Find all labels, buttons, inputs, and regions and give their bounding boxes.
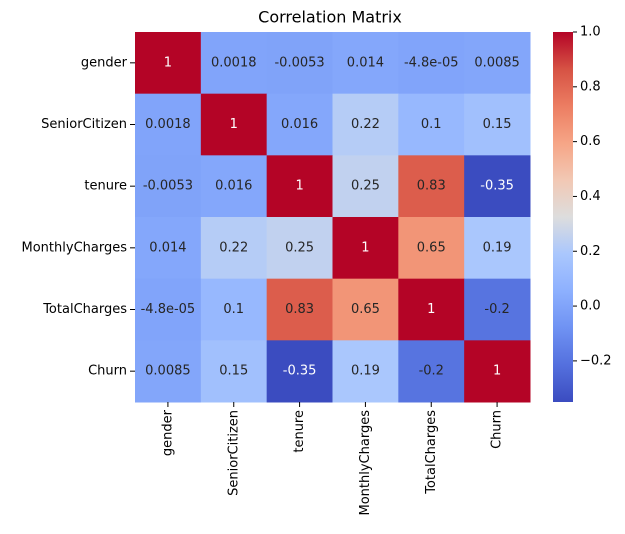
heatmap-cell [200, 278, 268, 341]
heatmap-cell [464, 278, 531, 341]
heatmap-cell [332, 93, 399, 156]
y-tick-label: gender [81, 55, 128, 70]
heatmap-cell [332, 32, 399, 95]
cell-label: 0.25 [285, 240, 314, 255]
colorbar [553, 32, 573, 402]
y-tick-label: Churn [88, 364, 127, 379]
colorbar-tick-label: 1.0 [580, 25, 601, 40]
heatmap-cell [398, 93, 465, 156]
heatmap-cell [266, 93, 333, 156]
heatmap-cell [135, 217, 202, 280]
heatmap-cell [200, 155, 268, 218]
cell-label: 0.25 [351, 179, 380, 194]
heatmap-cell [266, 278, 333, 341]
heatmap-cell [398, 155, 465, 218]
chart-title: Correlation Matrix [258, 8, 402, 27]
cell-label: 0.1 [421, 117, 442, 132]
colorbar-tick-label: −0.2 [580, 353, 612, 368]
heatmap-cell [200, 93, 268, 156]
colorbar-tick-label: 0.6 [580, 134, 601, 149]
heatmap-cell [135, 278, 202, 341]
cell-label: -0.35 [283, 364, 317, 379]
x-tick-label: SeniorCitizen [226, 410, 241, 496]
cell-label: 0.22 [351, 117, 380, 132]
heatmap-cell [135, 93, 202, 156]
cell-label: 0.19 [483, 240, 512, 255]
cell-label: 1 [427, 302, 435, 317]
y-tick-label: tenure [84, 179, 127, 194]
cell-label: 0.65 [351, 302, 380, 317]
cell-label: -4.8e-05 [141, 302, 196, 317]
heatmap-cell [135, 32, 202, 95]
heatmap-cell [398, 278, 465, 341]
heatmap-cell [332, 155, 399, 218]
heatmap-cell [135, 155, 202, 218]
heatmap-cell [266, 155, 333, 218]
cell-label: 0.83 [417, 179, 446, 194]
cell-label: 0.15 [483, 117, 512, 132]
heatmap-cell [200, 32, 268, 95]
colorbar-tick-label: 0.4 [580, 189, 601, 204]
heatmap-cell [200, 340, 268, 403]
x-tick-label: MonthlyCharges [358, 410, 373, 516]
heatmap-cell [266, 340, 333, 403]
cell-label: 0.1 [223, 302, 244, 317]
cell-label: 0.0018 [145, 117, 191, 132]
cell-label: -0.2 [484, 302, 509, 317]
colorbar-tick-label: 0.8 [580, 79, 601, 94]
heatmap-cell [332, 340, 399, 403]
cell-label: -0.0053 [143, 179, 193, 194]
cell-label: 0.0085 [145, 364, 191, 379]
cell-label: 0.016 [281, 117, 318, 132]
colorbar-tick-label: 0.2 [580, 244, 601, 259]
x-tick-label: gender [160, 409, 175, 456]
y-tick-label: MonthlyCharges [22, 240, 128, 255]
heatmap-cell [266, 217, 333, 280]
cell-label: 0.014 [149, 240, 186, 255]
y-tick-label: SeniorCitizen [41, 117, 127, 132]
cell-label: 0.65 [417, 240, 446, 255]
colorbar-tick-label: 0.0 [580, 299, 601, 314]
heatmap-cell [266, 32, 333, 95]
heatmap-cell [200, 217, 268, 280]
cell-label: 0.0018 [211, 55, 257, 70]
cell-label: 0.19 [351, 364, 380, 379]
cell-label: 1 [230, 117, 238, 132]
x-tick-label: tenure [292, 410, 307, 453]
y-tick-label: TotalCharges [42, 302, 127, 317]
heatmap-cell [332, 278, 399, 341]
cell-label: -4.8e-05 [404, 55, 459, 70]
cell-label: 0.22 [219, 240, 248, 255]
cell-label: 1 [493, 364, 501, 379]
heatmap-cell [398, 32, 465, 95]
cell-label: -0.35 [480, 179, 514, 194]
cell-label: -0.2 [419, 364, 444, 379]
cell-label: 0.83 [285, 302, 314, 317]
cell-label: 0.016 [215, 179, 252, 194]
heatmap-cell [332, 217, 399, 280]
cell-label: 0.15 [219, 364, 248, 379]
heatmap-cell [464, 340, 531, 403]
heatmap-cell [464, 93, 531, 156]
x-tick-label: Churn [490, 410, 505, 449]
heatmap-cell [464, 32, 531, 95]
heatmap-cell [135, 340, 202, 403]
heatmap-cell [398, 217, 465, 280]
cell-label: 0.014 [347, 55, 384, 70]
cell-label: 1 [295, 179, 303, 194]
cell-label: 1 [361, 240, 369, 255]
x-tick-label: TotalCharges [424, 410, 439, 495]
heatmap-cell [464, 217, 531, 280]
cell-label: 0.0085 [474, 55, 520, 70]
cell-label: 1 [164, 55, 172, 70]
heatmap-cell [398, 340, 465, 403]
heatmap-cell [464, 155, 531, 218]
cell-label: -0.0053 [274, 55, 324, 70]
